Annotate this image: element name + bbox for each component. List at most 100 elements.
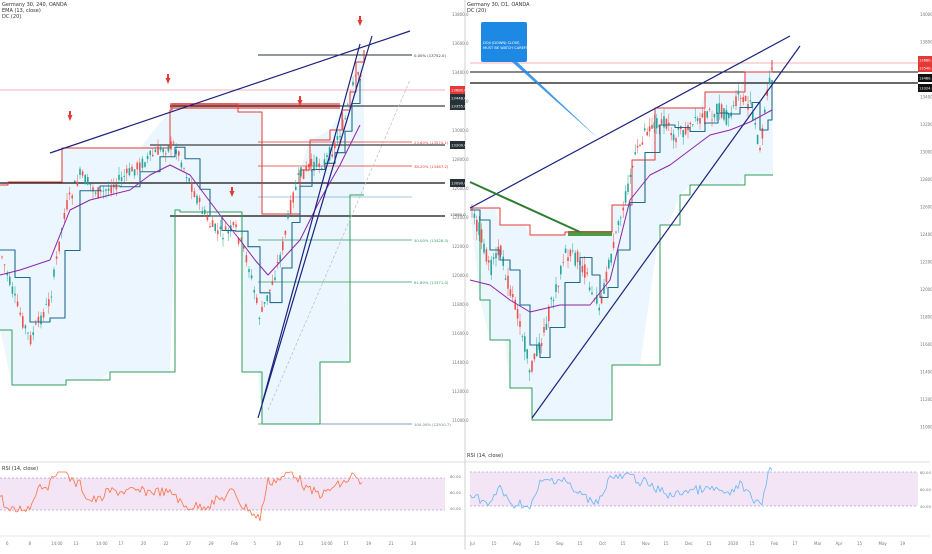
left-price-axis-label: 13600.0 [452,41,469,46]
left-candle-body [128,168,131,176]
left-time-axis-label: 5 [254,541,257,546]
right-candle-body [600,295,603,304]
fib-label: 38.20% (13487.2) [414,164,449,169]
right-candle-body [744,95,747,102]
right-candle-body [632,166,634,167]
right-candle-body [562,262,564,263]
left-candle-body [219,226,222,230]
right-candle-body [670,133,672,136]
left-candle-body [334,143,336,149]
right-candle-body [514,299,516,310]
left-trend-line [49,30,411,154]
right-candle-body [538,342,540,350]
right-candle-body [708,108,711,110]
callout-pointer [493,45,600,140]
sell-arrow-icon [297,100,303,106]
right-candle-body [540,342,543,346]
right-candle-body [500,245,502,255]
sell-arrow-icon [357,20,363,26]
right-price-axis-label: 13400.0 [920,95,932,100]
right-candle-body [682,129,684,138]
left-candle-body [24,325,27,329]
right-time-axis-label: 15 [664,541,670,546]
left-price-axis-label: 13400.0 [452,70,469,75]
left-price-tag [450,86,465,94]
left-price-axis-label: 12600.0 [452,186,469,191]
left-candle-body [279,254,281,262]
left-candle-body [284,230,287,235]
left-candle-body [326,155,328,158]
left-candle-body [53,269,55,277]
left-candle-body [282,241,284,251]
right-demand-zone [568,231,612,236]
right-candle-body [761,128,764,139]
left-time-axis-label: 24 [411,541,417,546]
left-price-tag-text: 13080.0 [450,212,466,217]
right-time-axis-label: 2020 [728,541,739,546]
left-candle-body [22,316,24,328]
left-candle-body [347,104,349,107]
right-candle-body [752,112,754,121]
left-candle-body [40,315,42,325]
right-candle-body [648,126,651,132]
right-candle-body [531,360,533,372]
right-time-axis-label: 15 [492,541,498,546]
right-candle-body [692,124,694,126]
left-price-axis-label: 11600.0 [452,331,469,336]
right-candle-body [507,275,509,289]
right-time-axis-label: 19 [900,541,906,546]
left-candle-body [222,237,224,240]
right-candle-body [492,257,495,259]
right-candle-body [574,252,576,266]
sell-arrow-stem [359,16,361,20]
right-candle-body [476,219,478,232]
right-price-axis-label: 14000.0 [920,12,932,17]
right-candle-body [512,294,514,298]
left-candle-body [245,255,248,263]
right-price-tag-text: 13324.0 [919,87,932,91]
left-candle-body [256,297,258,304]
left-candle-body [123,176,125,177]
right-candle-body [533,353,536,360]
left-price-axis-label: 13800.0 [452,12,469,17]
right-candle-body [471,206,473,210]
right-trend-line [469,35,791,209]
right-time-axis-label: 15 [535,541,541,546]
right-candle-body [668,122,670,126]
left-rsi-line [0,471,363,522]
left-candle-body [224,226,227,231]
left-title-line: Germany 30, 240, OANDA [2,2,68,8]
right-candle-body [581,265,584,273]
right-candle-body [653,122,656,129]
right-candle-body [723,108,725,120]
right-candle-body [612,241,615,248]
left-candle-body [141,158,144,168]
left-candle-body [76,181,79,186]
callout-text: DOJI (DOWN) CLOSE, [483,41,521,45]
left-candle-body [3,264,6,266]
left-candle-body [94,192,97,194]
left-candle-body [183,168,185,170]
right-candle-body [651,125,653,129]
right-candle-body [497,246,500,256]
right-candle-body [644,128,646,131]
right-rsi-line [469,467,773,510]
right-candle-body [663,116,665,128]
left-candle-body [16,301,19,307]
callout-text: MUST BE WATCH CAREFULLY [483,46,535,50]
right-price-axis-label: 13800.0 [920,40,932,45]
left-candle-body [29,335,32,345]
left-rsi-level-label: 40.00 [450,506,461,511]
right-trend-line [531,45,801,419]
right-candle-body [689,122,692,125]
left-candle-body [235,224,237,228]
right-candle-body [677,127,680,130]
right-candle-body [615,231,617,233]
right-candle-body [495,252,497,259]
sell-arrow-icon [67,115,73,121]
left-candle-body [133,169,136,176]
left-candle-body [14,293,16,296]
right-candle-body [713,113,716,118]
right-donchian-lower [470,174,773,421]
